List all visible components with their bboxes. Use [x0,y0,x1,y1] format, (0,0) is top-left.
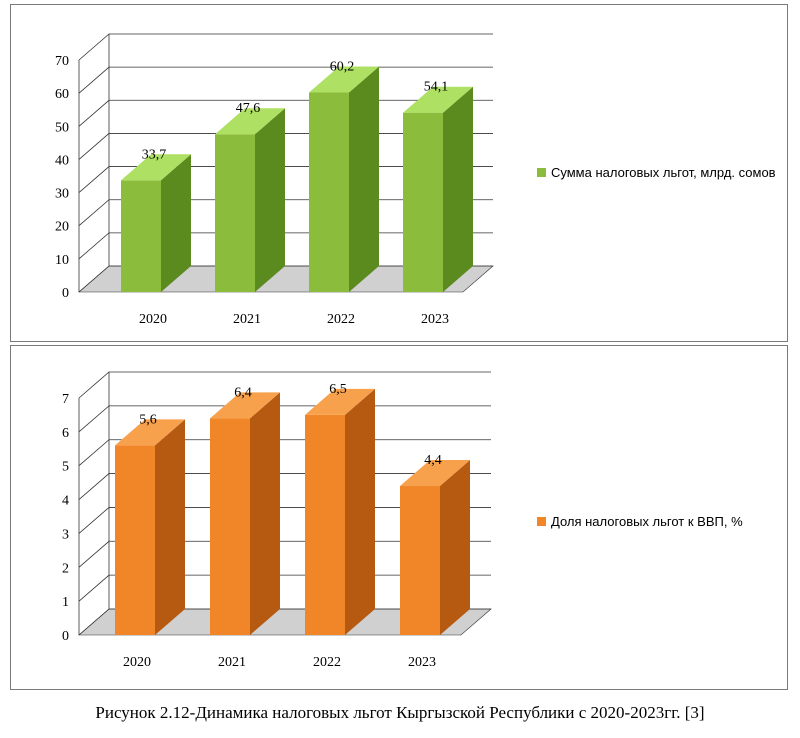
data-label: 5,6 [139,412,157,427]
data-label: 4,4 [424,453,442,468]
x-tick-label: 2022 [313,655,341,670]
bar-side [443,86,473,292]
bar-chart-tax-benefits-gdp-share: 0 1 2 3 4 5 6 7 5,6 2020 6,4 2021 6,5 2022 4,4 2023 [62,371,492,670]
y-tick-label: 50 [55,120,69,135]
y-tick-label: 1 [62,595,69,610]
y-tick-label: 2 [62,561,69,576]
y-tick-label: 30 [55,187,69,202]
bar-side [250,392,280,635]
bar-side [155,419,185,635]
bar [403,112,443,292]
bar-side [440,460,470,635]
data-label: 47,6 [236,101,261,116]
x-tick-label: 2022 [327,312,355,327]
data-label: 54,1 [424,80,449,95]
bar-top [215,108,285,135]
bar-chart-tax-benefits-amount: 0 10 20 30 40 50 60 70 33,7 2020 47,6 2021 60,2 2022 5… [55,33,494,327]
x-tick-label: 2023 [421,312,449,327]
bar-side [255,108,285,293]
legend-swatch [537,168,546,177]
bar-side [345,388,375,635]
y-tick-label: 7 [62,392,69,407]
chart-panel-tax-benefits-amount: 0 10 20 30 40 50 60 70 33,7 2020 47,6 2021 60,2 2022 5… [10,4,788,342]
chart-panel-tax-benefits-gdp-share: 0 1 2 3 4 5 6 7 5,6 2020 6,4 2021 6,5 2022 4,4 2023 Дол… [10,345,788,690]
data-label: 33,7 [142,147,167,162]
x-tick-label: 2020 [139,312,167,327]
data-label: 60,2 [330,59,355,74]
y-tick-label: 70 [55,54,69,69]
gridline [78,371,491,399]
bar-top [305,388,375,415]
x-tick-label: 2023 [408,655,436,670]
y-tick-label: 6 [62,426,69,441]
y-tick-label: 0 [62,629,69,644]
bar-side [349,66,379,292]
legend-label: Сумма налоговых льгот, млрд. сомов [551,165,776,180]
bar-top [115,419,185,446]
bar-top [403,86,473,113]
x-tick-label: 2021 [233,312,261,327]
bar-top [309,66,379,93]
x-tick-label: 2021 [218,655,246,670]
figure-caption: Рисунок 2.12-Динамика налоговых льгот Кы… [95,703,705,722]
bar [121,180,161,292]
bar-side [161,154,191,292]
y-tick-label: 0 [62,286,69,301]
legend-swatch [537,517,546,526]
bar [309,92,349,292]
bar-top [400,460,470,487]
y-tick-label: 4 [62,494,69,509]
x-tick-label: 2020 [123,655,151,670]
bar [400,486,440,635]
legend: Сумма налоговых льгот, млрд. сомов [537,163,777,182]
bar [305,414,345,635]
data-label: 6,5 [329,382,347,397]
bar-top [210,392,280,419]
data-label: 6,4 [234,385,252,400]
gridline [78,33,493,61]
legend: Доля налоговых льгот к ВВП, % [537,512,782,531]
y-tick-label: 60 [55,87,69,102]
y-tick-label: 3 [62,527,69,542]
bar [210,418,250,635]
y-tick-label: 5 [62,460,69,475]
bar-top [121,154,191,181]
y-tick-label: 40 [55,153,69,168]
y-tick-label: 10 [55,253,69,268]
bar [215,134,255,292]
bar [115,445,155,635]
y-tick-label: 20 [55,220,69,235]
legend-label: Доля налоговых льгот к ВВП, % [551,514,743,529]
